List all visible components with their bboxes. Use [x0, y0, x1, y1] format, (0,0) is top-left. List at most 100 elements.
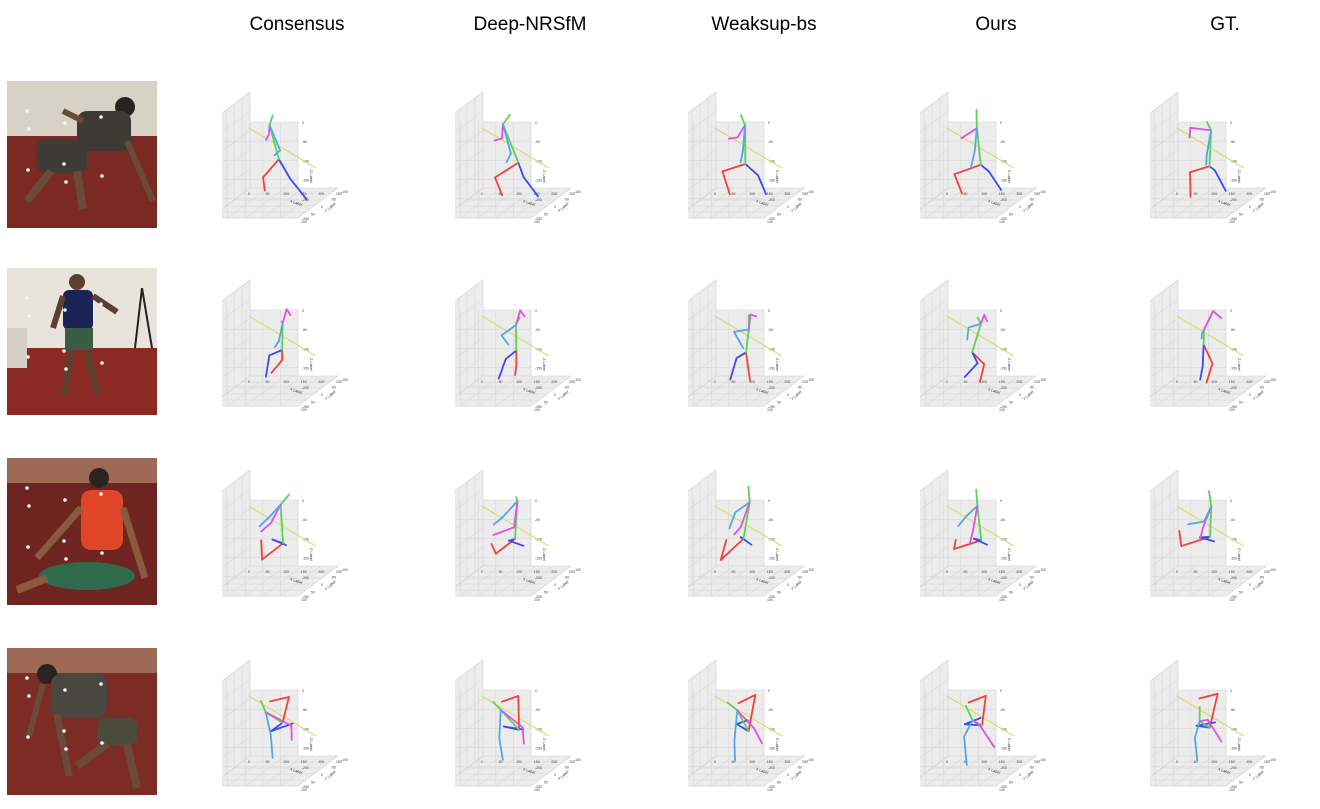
left-upper-arm-bone	[734, 501, 751, 514]
y-tick-label: 50	[311, 781, 315, 785]
y-tick-label: 100	[767, 408, 773, 412]
x-tick-label: 100	[749, 192, 755, 196]
y-tick-label: 0	[787, 583, 789, 587]
z-tick-label: -250	[1000, 785, 1007, 789]
y-tick-label: 100	[534, 598, 540, 602]
skeleton-plot: 0-50-100-150-200-250050100150200250-100-…	[1150, 256, 1310, 416]
z-tick-label: -150	[535, 179, 542, 183]
right-forearm-bone	[1199, 527, 1204, 540]
column-header-deep-nrsfm: Deep-NRSfM	[473, 14, 587, 35]
x-tick-label: 0	[1176, 760, 1178, 764]
left-forearm-bone	[273, 149, 282, 157]
y-tick-label: -50	[1029, 198, 1034, 202]
right-upper-arm-bone	[513, 500, 519, 529]
right-shin-bone	[721, 170, 731, 196]
skeleton-plot: 0-50-100-150-200-250050100150200250-100-…	[1150, 68, 1310, 228]
skeleton-plot: 0-50-100-150-200-250050100150200250-100-…	[920, 256, 1080, 416]
z-tick-label: -200	[768, 386, 775, 390]
z-tick-label: -200	[535, 766, 542, 770]
y-axis-label: Y Label	[324, 390, 337, 401]
skeleton-plot: 0-50-100-150-200-250050100150200250-100-…	[222, 636, 382, 796]
column-header-weaksup-bs: Weaksup-bs	[711, 14, 817, 35]
camera-axis-line	[248, 695, 316, 737]
z-axis-label: Z Label	[775, 548, 779, 561]
skeleton-plot: 0-50-100-150-200-250050100150200250-100-…	[222, 68, 382, 228]
x-tick-label: 50	[964, 192, 968, 196]
x-tick-label: 250	[1264, 380, 1270, 384]
left-forearm-bone	[258, 514, 272, 528]
right-shin-bone	[953, 173, 963, 195]
column-header-consensus: Consensus	[249, 14, 345, 35]
right-upper-arm-bone	[972, 505, 979, 531]
left-upper-arm-bone	[269, 503, 282, 517]
z-axis-label: Z Label	[542, 548, 546, 561]
right-shin-bone	[1178, 530, 1183, 547]
z-tick-label: 0	[1230, 309, 1232, 313]
head-bone	[259, 699, 267, 714]
z-axis-label: Z Label	[309, 738, 313, 751]
head-bone	[268, 114, 274, 127]
z-tick-label: -150	[1000, 367, 1007, 371]
z-tick-label: -50	[535, 708, 540, 712]
x-tick-label: 250	[569, 192, 575, 196]
right-shin-bone	[978, 363, 986, 383]
y-tick-label: 50	[777, 591, 781, 595]
left-thigh-bone	[735, 351, 747, 359]
x-tick-label: 250	[569, 570, 575, 574]
y-axis-label: Y Label	[324, 770, 337, 781]
y-tick-label: 0	[554, 393, 556, 397]
x-tick-label: 200	[1016, 192, 1022, 196]
right-shin-bone	[270, 359, 284, 374]
x-tick-label: 150	[999, 380, 1005, 384]
right-upper-arm-bone	[747, 313, 752, 331]
x-tick-label: 100	[283, 380, 289, 384]
y-tick-label: 0	[1249, 205, 1251, 209]
x-tick-label: 100	[981, 380, 987, 384]
x-tick-label: 0	[248, 380, 250, 384]
y-tick-label: -50	[797, 198, 802, 202]
right-upper-arm-bone	[736, 124, 746, 139]
left-upper-arm-bone	[500, 324, 517, 337]
head-bone	[740, 114, 746, 127]
z-tick-label: -50	[1000, 518, 1005, 522]
z-axis-label: Z Label	[1237, 738, 1241, 751]
left-shin-bone	[1214, 169, 1227, 192]
skeleton-plot: 0-50-100-150-200-250050100150200250-100-…	[920, 636, 1080, 796]
left-upper-arm-bone	[264, 711, 272, 736]
spine-bone	[976, 505, 983, 542]
z-tick-label: -200	[768, 766, 775, 770]
y-tick-label: 50	[544, 401, 548, 405]
head-bone	[502, 113, 511, 126]
x-tick-label: 100	[516, 380, 522, 384]
z-tick-label: -200	[302, 576, 309, 580]
x-tick-label: 150	[301, 570, 307, 574]
x-tick-label: 200	[1246, 192, 1252, 196]
z-tick-label: 0	[768, 121, 770, 125]
z-tick-label: 0	[1230, 121, 1232, 125]
y-tick-label: 0	[321, 205, 323, 209]
z-tick-label: -150	[1230, 557, 1237, 561]
y-tick-label: 100	[767, 220, 773, 224]
y-axis-label: Y Label	[1022, 202, 1035, 213]
y-tick-label: 50	[1009, 591, 1013, 595]
y-axis-label: Y Label	[324, 202, 337, 213]
y-tick-label: -100	[1269, 758, 1276, 762]
left-shin-bone	[963, 362, 979, 378]
y-tick-label: -100	[341, 378, 348, 382]
z-tick-label: -150	[768, 367, 775, 371]
right-shin-bone	[501, 695, 520, 703]
right-shin-bone	[490, 543, 497, 555]
z-tick-label: -50	[768, 328, 773, 332]
spine-bone	[971, 323, 982, 354]
y-tick-label: 50	[1239, 591, 1243, 595]
left-upper-arm-bone	[733, 709, 739, 742]
left-shin-bone	[497, 358, 507, 380]
x-tick-label: 200	[784, 380, 790, 384]
z-tick-label: -150	[302, 367, 309, 371]
right-shin-bone	[953, 539, 957, 550]
z-tick-label: -200	[1000, 766, 1007, 770]
right-forearm-bone	[492, 526, 515, 536]
y-tick-label: 50	[1009, 781, 1013, 785]
z-tick-label: 0	[535, 689, 537, 693]
y-tick-label: 50	[1239, 401, 1243, 405]
